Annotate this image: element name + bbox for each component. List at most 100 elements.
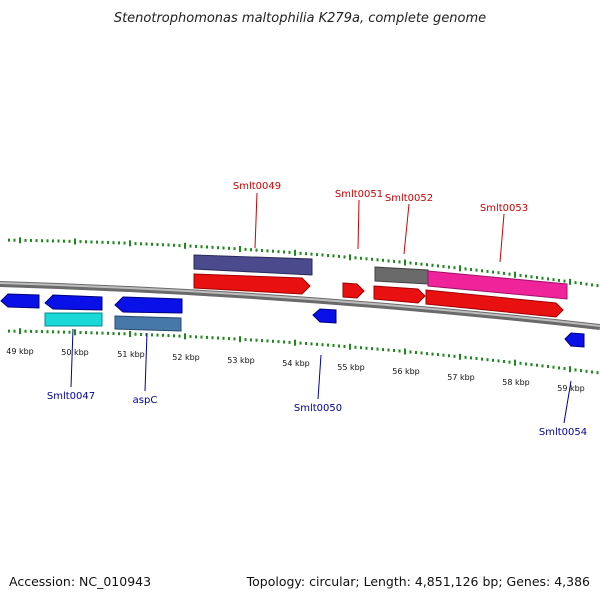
minor-tick [552,278,555,282]
major-tick [129,331,131,337]
major-tick [184,242,186,249]
gene-label-smlt0049[interactable]: Smlt0049 [233,181,281,192]
minor-tick [343,344,346,348]
minor-tick [101,331,104,335]
gene-arrow-smlt0054[interactable] [564,332,585,348]
major-tick [459,265,461,272]
minor-tick [200,335,203,339]
minor-tick [558,278,560,282]
gene-feature-smlt0047-bar[interactable] [44,312,103,327]
minor-tick [162,243,164,247]
tick-label: 50 kbp [61,348,89,357]
minor-tick [547,365,549,368]
minor-tick [228,337,230,341]
minor-tick [107,331,109,335]
gene-arrow-smlt0052[interactable] [373,285,426,304]
minor-tick [448,265,450,269]
minor-tick [101,240,104,244]
minor-tick [338,344,340,348]
minor-tick [250,248,252,252]
gene-label-smlt0054[interactable]: Smlt0054 [539,427,587,438]
minor-tick [63,239,65,243]
gene-label-smlt0047[interactable]: Smlt0047 [47,391,95,402]
gene-label-smlt0053[interactable]: Smlt0053 [480,203,528,214]
minor-tick [8,238,10,242]
minor-tick [178,244,181,248]
gene-feature-smlt0049-bar[interactable] [193,254,313,276]
minor-tick [140,333,142,336]
inner-tick-track [8,328,599,375]
gene-label-smlt0052[interactable]: Smlt0052 [385,193,433,204]
minor-tick [541,276,544,280]
minor-tick [481,269,483,273]
minor-tick [206,335,208,339]
major-tick [404,259,406,266]
minor-tick [580,369,582,373]
minor-tick [453,354,456,358]
minor-tick [563,279,566,283]
tick-label: 59 kbp [557,384,585,393]
gene-label-smlt0050[interactable]: Smlt0050 [294,403,342,414]
minor-tick [90,331,93,335]
gene-feature-smlt0052-bar[interactable] [374,266,429,285]
minor-tick [387,348,390,352]
minor-tick [211,245,214,249]
tick-label: 54 kbp [282,359,310,368]
minor-tick [222,336,225,340]
minor-tick [409,350,412,354]
minor-tick [167,334,170,338]
minor-tick [591,283,593,287]
minor-tick [261,249,263,252]
major-tick [514,359,516,366]
gene-arrow-aspc[interactable] [114,296,183,314]
minor-tick [200,245,203,249]
minor-tick [8,329,10,333]
minor-tick [415,262,417,266]
minor-tick [206,245,208,249]
gene-feature-smlt0053-bar[interactable] [427,270,568,300]
minor-tick [255,248,258,252]
minor-tick [426,352,428,356]
minor-tick [371,347,373,351]
major-tick [74,329,76,336]
minor-tick [382,258,384,262]
gene-label-aspc[interactable]: aspC [133,395,158,406]
minor-tick [24,238,27,242]
gene-feature-aspc-bar[interactable] [114,315,182,332]
gene-arrow-smlt0051[interactable] [342,282,365,299]
minor-tick [211,336,214,340]
gene-arrow-smlt0047[interactable] [44,294,103,311]
minor-tick [426,263,428,267]
gene-arrow-smlt0053[interactable] [425,289,564,318]
minor-tick [536,276,538,279]
gene-arrow-reverse-1[interactable] [0,293,40,309]
minor-tick [420,262,423,266]
minor-tick [68,330,71,334]
minor-tick [475,268,478,272]
major-tick [184,333,186,340]
minor-tick [574,281,577,285]
minor-tick [162,333,164,337]
major-tick [294,249,296,256]
gene-arrow-smlt0050[interactable] [312,308,337,324]
gene-arrow-smlt0049[interactable] [193,273,311,295]
minor-tick [277,340,280,344]
minor-tick [382,348,384,352]
minor-tick [233,247,236,251]
minor-tick [30,329,32,333]
minor-tick [244,338,247,342]
minor-tick [470,268,472,271]
minor-tick [585,369,588,373]
minor-tick [261,339,263,343]
minor-tick [123,241,126,245]
minor-tick [321,343,324,347]
minor-tick [41,239,43,243]
gene-label-smlt0051[interactable]: Smlt0051 [335,189,383,200]
minor-tick [338,254,340,258]
genome-backbone [0,281,600,330]
minor-tick [486,358,489,362]
minor-tick [156,333,159,337]
minor-tick [508,272,511,276]
minor-tick [96,240,98,244]
minor-tick [541,364,544,368]
